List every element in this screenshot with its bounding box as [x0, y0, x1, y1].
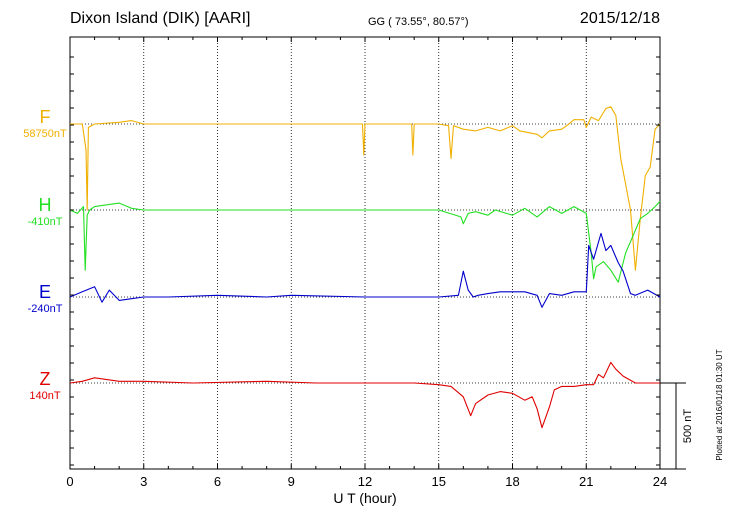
x-axis-ticks: 0 3 6 9 12 15 18 21 24	[66, 37, 667, 489]
series-label-f: F 58750nT	[15, 107, 75, 140]
series-line-z	[69, 361, 660, 429]
x-tick-label-12: 12	[358, 474, 372, 489]
scale-bar-label: 500 nT	[682, 409, 694, 444]
x-tick-label-9: 9	[288, 474, 295, 489]
geographic-coordinates: GG ( 73.55°, 80.57°)	[368, 16, 469, 28]
x-tick-label-0: 0	[66, 474, 73, 489]
x-tick-label-18: 18	[505, 474, 519, 489]
series-name-f: F	[39, 107, 51, 127]
series-lines	[69, 106, 661, 429]
series-name-z: Z	[39, 369, 51, 389]
series-line-h	[69, 201, 661, 283]
series-baseline-z: 140nT	[29, 390, 61, 402]
x-tick-label-24: 24	[653, 474, 667, 489]
x-tick-label-3: 3	[140, 474, 147, 489]
series-line-f	[70, 106, 661, 271]
series-line-e	[69, 232, 661, 308]
x-tick-label-15: 15	[432, 474, 446, 489]
series-baseline-h: -410nT	[27, 216, 63, 228]
grid-lines	[143, 37, 587, 469]
series-label-z: Z 140nT	[15, 369, 75, 402]
x-tick-label-6: 6	[214, 474, 221, 489]
station-title: Dixon Island (DIK) [AARI]	[70, 10, 251, 27]
scale-bar: 500 nT	[660, 382, 694, 470]
series-baseline-e: -240nT	[27, 303, 63, 315]
series-label-h: H -410nT	[15, 195, 75, 228]
series-label-e: E -240nT	[15, 282, 75, 315]
x-tick-label-21: 21	[579, 474, 593, 489]
date-label: 2015/12/18	[579, 10, 660, 27]
x-axis-label: U T (hour)	[333, 490, 396, 506]
series-name-e: E	[38, 282, 51, 302]
series-name-h: H	[38, 195, 52, 215]
series-baseline-f: 58750nT	[23, 128, 67, 140]
plotted-timestamp: Plotted at 2016/01/18 01:30 UT	[715, 349, 724, 460]
